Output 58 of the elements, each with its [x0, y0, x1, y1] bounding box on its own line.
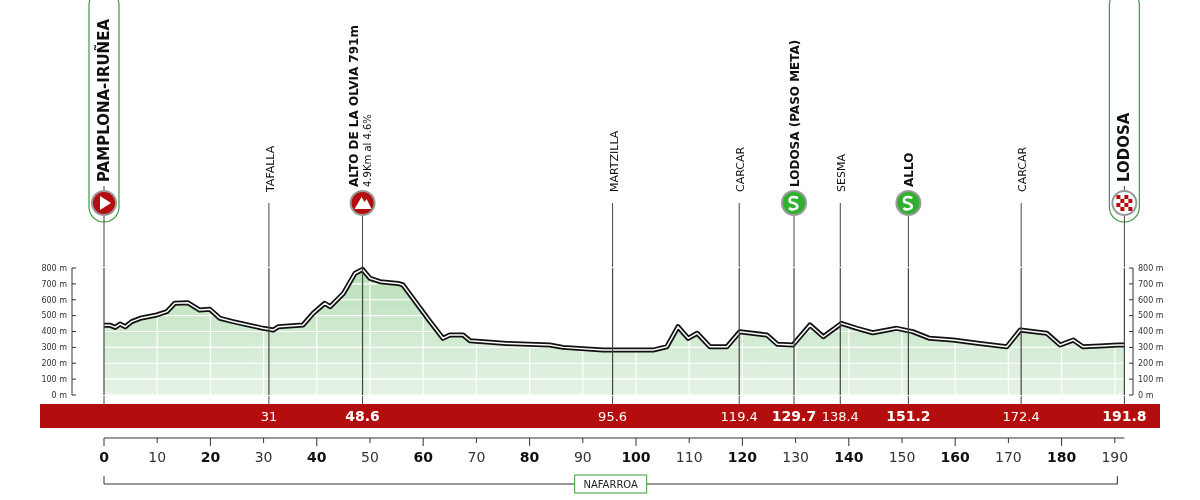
x-tick-label: 170: [995, 449, 1022, 465]
x-tick-label: 10: [148, 449, 167, 465]
text: 191.8: [1102, 408, 1147, 424]
y2-tick-label: 700 m: [1138, 279, 1164, 289]
text: 119.4: [720, 409, 758, 424]
y-tick-label: 300 m: [41, 343, 68, 353]
x-tick-label: 20: [200, 449, 221, 465]
x-tick-label: 140: [834, 449, 864, 465]
x-tick-label: 130: [782, 449, 809, 465]
ref-line-label: LODOSA (PASO META): [788, 39, 802, 187]
y-tick-label: 600 m: [41, 295, 68, 305]
ref-line-label: TAFALLA: [263, 145, 277, 193]
y-tick-label: 500 m: [41, 311, 68, 321]
y-tick-label: 100 m: [41, 374, 68, 384]
ref-line-label: SESMA: [835, 153, 849, 192]
x-tick-label: 30: [254, 449, 273, 465]
ref-line-label: CARCAR: [1016, 146, 1030, 192]
x-tick-label: 50: [361, 449, 379, 465]
x-tick-label: 160: [940, 449, 971, 465]
x-tick-label: 80: [519, 449, 540, 465]
text: 95.6: [598, 409, 628, 424]
y2-tick-label: 200 m: [1138, 359, 1164, 369]
text: 172.4: [1002, 409, 1040, 424]
x-tick-label: 110: [675, 449, 703, 465]
x-tick-label: 90: [573, 449, 592, 465]
y2-tick-label: 600 m: [1138, 295, 1164, 305]
x-tick-label: 100: [621, 449, 651, 465]
y2-tick-label: 400 m: [1138, 327, 1164, 337]
x-tick-label: 0: [99, 449, 110, 465]
ref-line-label: MARTZILLA: [607, 130, 621, 192]
ref-line-label: ALLO: [902, 152, 917, 187]
ref-line-label: ALTO DE LA OLVIA 791m 4.9Km al 4.6%: [346, 25, 373, 187]
y-tick-label: 400 m: [41, 327, 68, 337]
y-tick-label: 800 m: [41, 263, 68, 273]
y-tick-label: 0 m: [51, 390, 68, 400]
text: NAFARROA: [583, 479, 639, 490]
text: 48.6: [345, 408, 380, 424]
x-tick-label: 180: [1046, 449, 1077, 465]
y2-tick-label: 500 m: [1138, 311, 1164, 321]
text: 129.7: [771, 408, 817, 424]
y2-tick-label: 300 m: [1138, 343, 1164, 353]
y2-tick-label: 800 m: [1138, 263, 1164, 273]
x-tick-label: 120: [727, 449, 758, 465]
text: 151.2: [886, 408, 931, 424]
y2-tick-label: 0 m: [1138, 390, 1154, 400]
ref-line-label: CARCAR: [734, 146, 748, 192]
y-tick-label: 200 m: [41, 359, 68, 369]
x-tick-label: 40: [307, 449, 327, 465]
x-tick-label: 70: [467, 449, 486, 465]
x-tick-label: 190: [1101, 449, 1129, 465]
x-tick-label: 150: [888, 449, 916, 465]
text: 138.4: [821, 409, 859, 424]
x-tick-label: 60: [413, 449, 434, 465]
ref-line-label: LODOSA: [1115, 112, 1134, 182]
y2-tick-label: 100 m: [1138, 374, 1164, 384]
text: 31: [260, 409, 278, 424]
ref-line-label: PAMPLONA-IRUÑEA: [94, 18, 113, 182]
y-tick-label: 700 m: [41, 279, 68, 289]
